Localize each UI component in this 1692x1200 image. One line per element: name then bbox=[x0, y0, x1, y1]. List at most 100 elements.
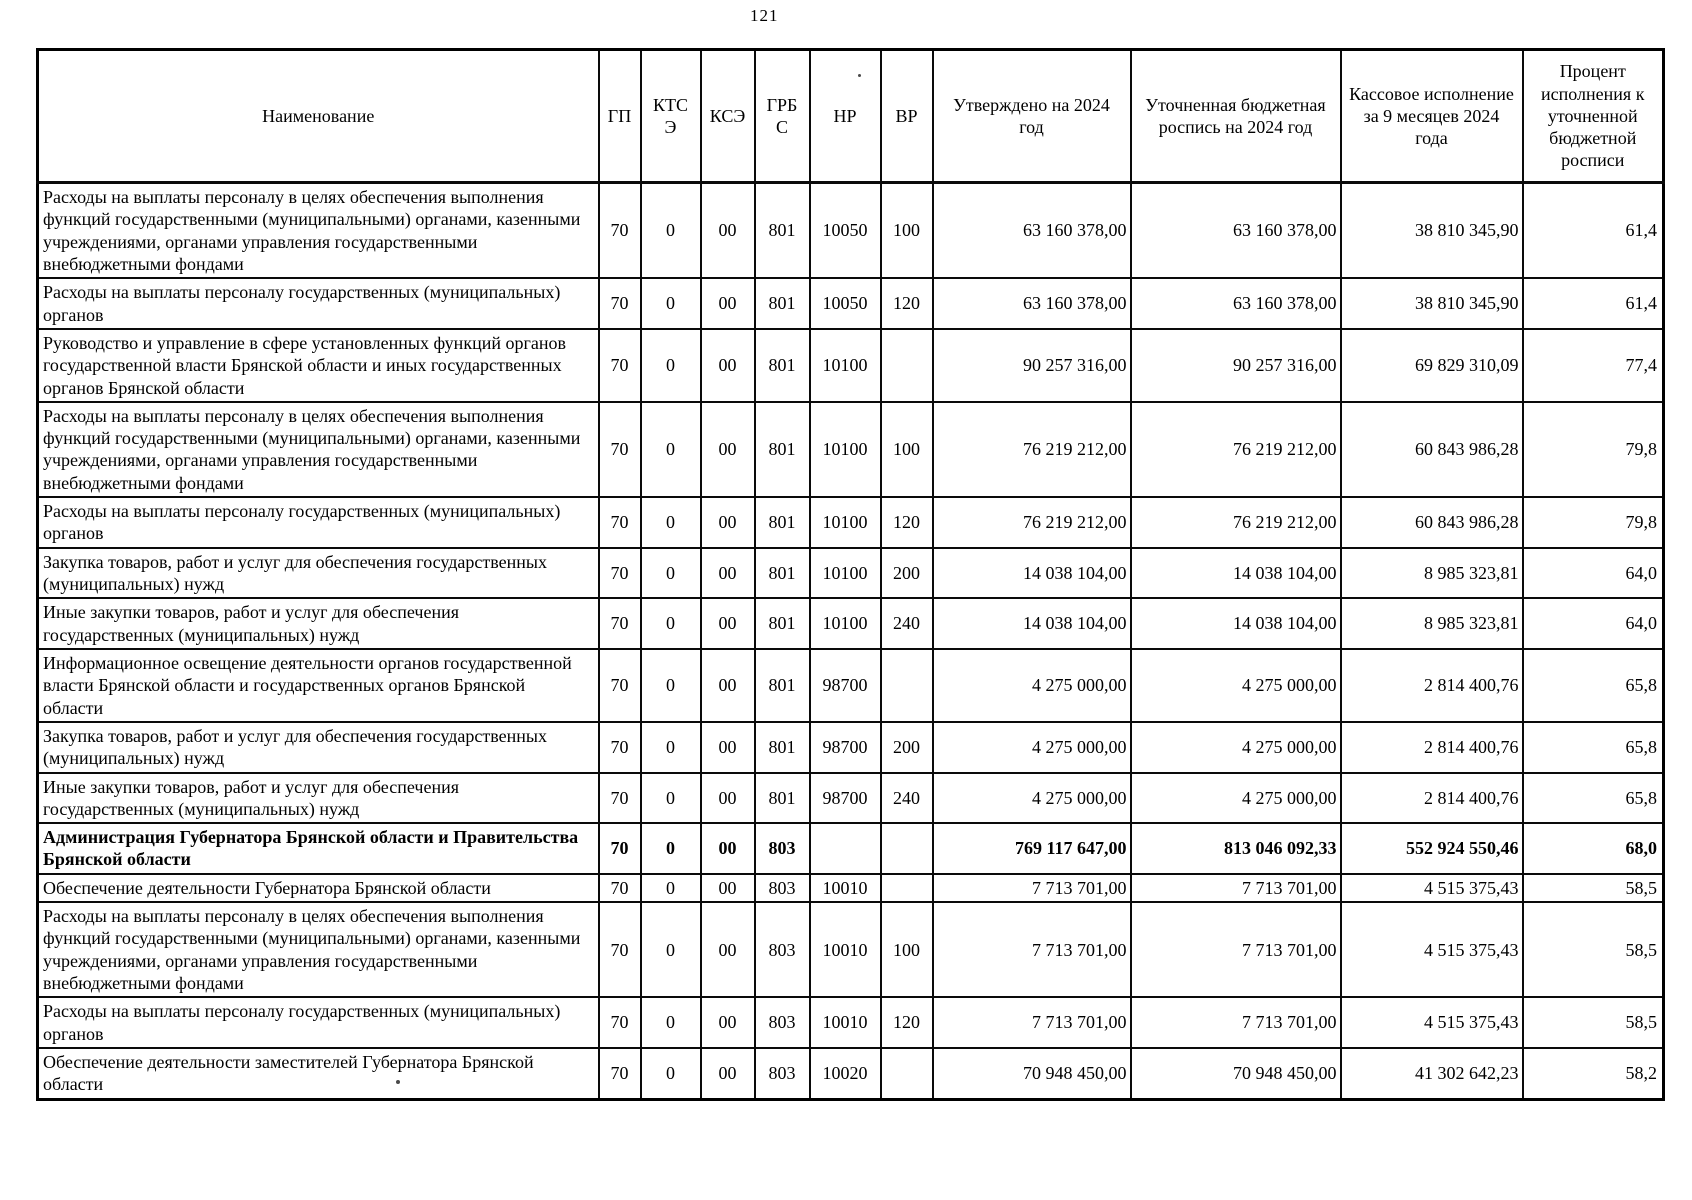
cell-kse: 00 bbox=[699, 327, 756, 403]
cell-revised: 4 275 000,00 bbox=[1129, 720, 1342, 774]
cell-revised: 4 275 000,00 bbox=[1129, 647, 1342, 723]
cell-revised: 70 948 450,00 bbox=[1129, 1046, 1342, 1101]
cell-nr bbox=[808, 822, 882, 875]
cell-approved: 4 275 000,00 bbox=[931, 720, 1132, 774]
cell-nr: 98700 bbox=[808, 647, 882, 723]
cell-vr bbox=[879, 872, 934, 904]
cell-gp: 70 bbox=[597, 597, 642, 650]
cell-vr: 100 bbox=[879, 400, 934, 499]
cell-vr: 100 bbox=[879, 181, 934, 280]
cell-vr bbox=[879, 327, 934, 403]
cell-ktse: 0 bbox=[639, 496, 702, 549]
cell-ktse: 0 bbox=[639, 647, 702, 723]
table-body: Расходы на выплаты персоналу в целях обе… bbox=[36, 181, 1665, 1101]
cell-kse: 00 bbox=[699, 546, 756, 600]
cell-grbs: 803 bbox=[753, 996, 811, 1049]
cell-grbs: 801 bbox=[753, 496, 811, 549]
cell-gp: 70 bbox=[597, 996, 642, 1049]
cell-nr: 10020 bbox=[808, 1046, 882, 1101]
header-row: Наименование ГП КТСЭ КСЭ ГРБС НР ВР Утве… bbox=[36, 48, 1665, 184]
cell-vr: 200 bbox=[879, 546, 934, 600]
cell-grbs: 801 bbox=[753, 546, 811, 600]
table-row: Расходы на выплаты персоналу в целях обе… bbox=[36, 400, 1665, 499]
header-approved: Утверждено на 2024 год bbox=[931, 48, 1132, 184]
cell-grbs: 801 bbox=[753, 277, 811, 330]
cell-name: Расходы на выплаты персоналу государстве… bbox=[36, 496, 600, 549]
cell-percent: 68,0 bbox=[1521, 822, 1665, 875]
header-revised: Уточненная бюджетная роспись на 2024 год bbox=[1129, 48, 1342, 184]
table-row: Закупка товаров, работ и услуг для обесп… bbox=[36, 546, 1665, 600]
cell-ktse: 0 bbox=[639, 327, 702, 403]
cell-revised: 813 046 092,33 bbox=[1129, 822, 1342, 875]
table-row: Расходы на выплаты персоналу в целях обе… bbox=[36, 901, 1665, 999]
cell-percent: 58,2 bbox=[1521, 1046, 1665, 1101]
header-cash: Кассовое исполнение за 9 месяцев 2024 го… bbox=[1339, 48, 1524, 184]
cell-cash: 38 810 345,90 bbox=[1339, 181, 1524, 280]
cell-grbs: 801 bbox=[753, 327, 811, 403]
cell-kse: 00 bbox=[699, 400, 756, 499]
table-row: Обеспечение деятельности заместителей Гу… bbox=[36, 1046, 1665, 1101]
cell-cash: 2 814 400,76 bbox=[1339, 771, 1524, 825]
cell-percent: 58,5 bbox=[1521, 901, 1665, 999]
cell-nr: 10010 bbox=[808, 901, 882, 999]
cell-approved: 4 275 000,00 bbox=[931, 771, 1132, 825]
cell-ktse: 0 bbox=[639, 771, 702, 825]
cell-approved: 63 160 378,00 bbox=[931, 181, 1132, 280]
cell-kse: 00 bbox=[699, 822, 756, 875]
cell-name: Расходы на выплаты персоналу в целях обе… bbox=[36, 400, 600, 499]
cell-gp: 70 bbox=[597, 872, 642, 904]
cell-gp: 70 bbox=[597, 822, 642, 875]
cell-ktse: 0 bbox=[639, 277, 702, 330]
cell-revised: 63 160 378,00 bbox=[1129, 277, 1342, 330]
cell-revised: 14 038 104,00 bbox=[1129, 546, 1342, 600]
cell-cash: 60 843 986,28 bbox=[1339, 400, 1524, 499]
cell-approved: 769 117 647,00 bbox=[931, 822, 1132, 875]
header-nr: НР bbox=[808, 48, 882, 184]
cell-cash: 552 924 550,46 bbox=[1339, 822, 1524, 875]
cell-gp: 70 bbox=[597, 181, 642, 280]
cell-nr: 98700 bbox=[808, 720, 882, 774]
cell-ktse: 0 bbox=[639, 546, 702, 600]
table-row: Расходы на выплаты персоналу государстве… bbox=[36, 996, 1665, 1049]
cell-gp: 70 bbox=[597, 647, 642, 723]
cell-vr: 120 bbox=[879, 996, 934, 1049]
header-gp: ГП bbox=[597, 48, 642, 184]
cell-percent: 64,0 bbox=[1521, 546, 1665, 600]
budget-table: Наименование ГП КТСЭ КСЭ ГРБС НР ВР Утве… bbox=[36, 48, 1665, 1101]
cell-approved: 76 219 212,00 bbox=[931, 496, 1132, 549]
cell-grbs: 801 bbox=[753, 597, 811, 650]
table-header: Наименование ГП КТСЭ КСЭ ГРБС НР ВР Утве… bbox=[36, 48, 1665, 184]
scan-speck bbox=[396, 1080, 400, 1084]
cell-kse: 00 bbox=[699, 181, 756, 280]
cell-name: Иные закупки товаров, работ и услуг для … bbox=[36, 597, 600, 650]
cell-kse: 00 bbox=[699, 496, 756, 549]
header-vr: ВР bbox=[879, 48, 934, 184]
cell-name: Закупка товаров, работ и услуг для обесп… bbox=[36, 720, 600, 774]
cell-name: Расходы на выплаты персоналу государстве… bbox=[36, 996, 600, 1049]
cell-vr: 120 bbox=[879, 496, 934, 549]
cell-approved: 7 713 701,00 bbox=[931, 901, 1132, 999]
header-kse: КСЭ bbox=[699, 48, 756, 184]
cell-percent: 58,5 bbox=[1521, 872, 1665, 904]
cell-revised: 7 713 701,00 bbox=[1129, 996, 1342, 1049]
cell-ktse: 0 bbox=[639, 872, 702, 904]
cell-cash: 8 985 323,81 bbox=[1339, 597, 1524, 650]
cell-vr: 100 bbox=[879, 901, 934, 999]
cell-gp: 70 bbox=[597, 400, 642, 499]
cell-revised: 14 038 104,00 bbox=[1129, 597, 1342, 650]
cell-nr: 10100 bbox=[808, 400, 882, 499]
cell-ktse: 0 bbox=[639, 181, 702, 280]
cell-vr bbox=[879, 1046, 934, 1101]
cell-nr: 10100 bbox=[808, 496, 882, 549]
cell-ktse: 0 bbox=[639, 822, 702, 875]
cell-nr: 10010 bbox=[808, 996, 882, 1049]
cell-approved: 7 713 701,00 bbox=[931, 996, 1132, 1049]
cell-gp: 70 bbox=[597, 496, 642, 549]
cell-name: Иные закупки товаров, работ и услуг для … bbox=[36, 771, 600, 825]
cell-gp: 70 bbox=[597, 901, 642, 999]
header-grbs: ГРБС bbox=[753, 48, 811, 184]
cell-vr bbox=[879, 822, 934, 875]
cell-gp: 70 bbox=[597, 277, 642, 330]
cell-kse: 00 bbox=[699, 996, 756, 1049]
cell-approved: 4 275 000,00 bbox=[931, 647, 1132, 723]
